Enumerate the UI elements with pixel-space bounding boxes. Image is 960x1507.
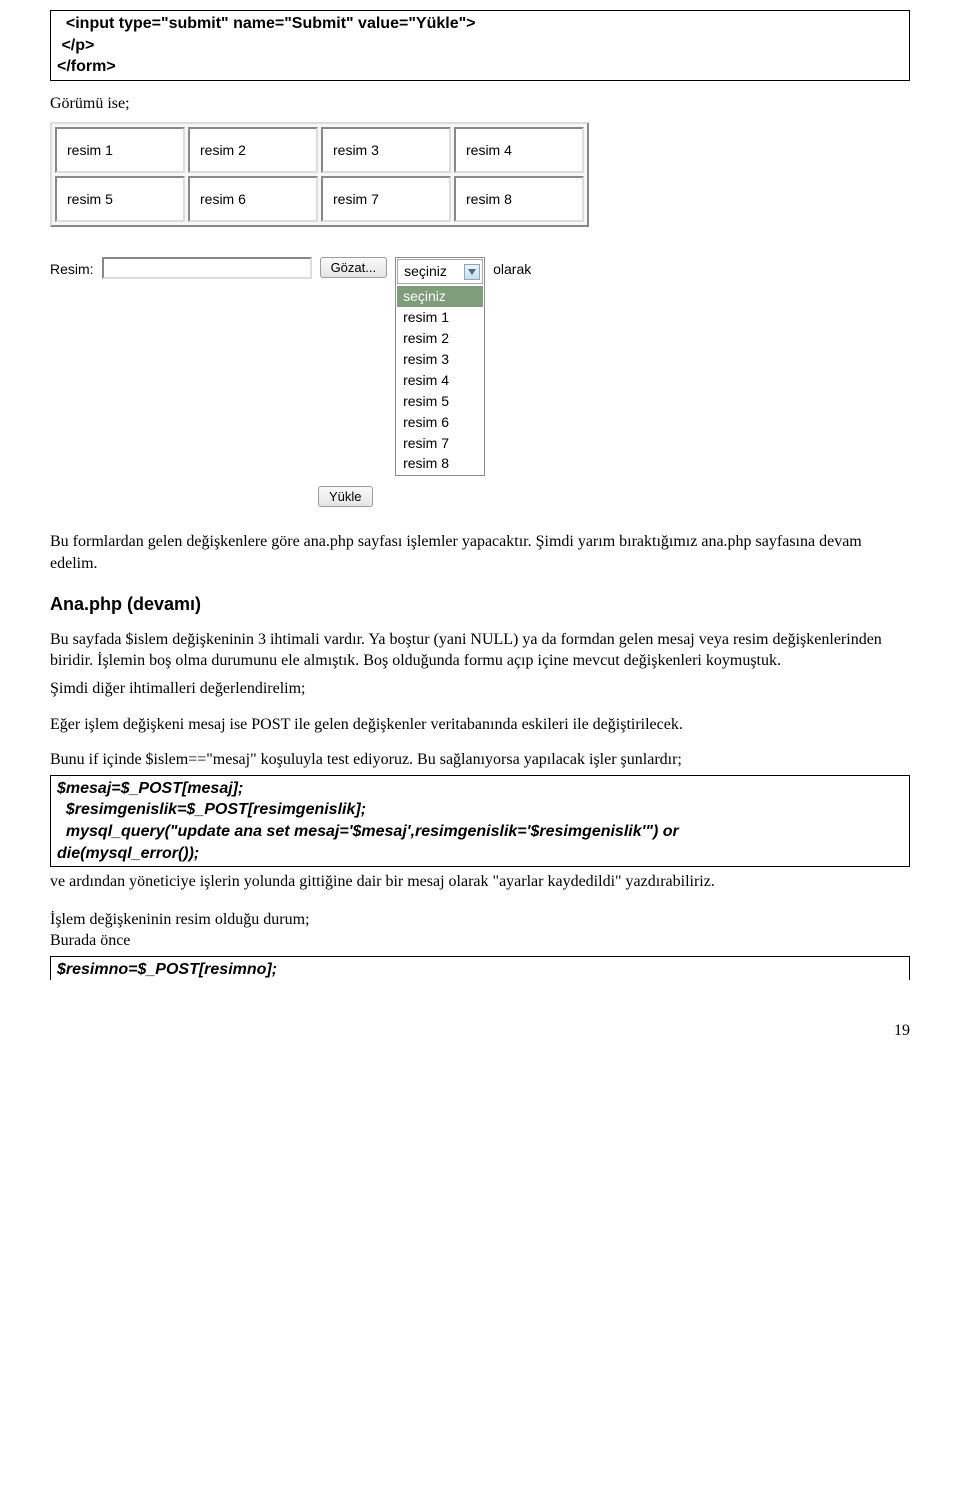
- code-line: $resimgenislik=$_POST[resimgenislik];: [57, 799, 903, 821]
- image-grid-table: resim 1 resim 2 resim 3 resim 4 resim 5 …: [50, 122, 589, 227]
- table-row: resim 1 resim 2 resim 3 resim 4: [55, 127, 584, 173]
- code-line: die(mysql_error());: [57, 843, 903, 865]
- select-option[interactable]: resim 5: [397, 391, 483, 412]
- grid-cell: resim 2: [188, 127, 318, 173]
- select-value: seçiniz: [404, 262, 447, 281]
- grid-cell: resim 8: [454, 176, 584, 222]
- browse-button[interactable]: Gözat...: [320, 257, 388, 278]
- code-block-form-end: <input type="submit" name="Submit" value…: [50, 10, 910, 81]
- code-line: $mesaj=$_POST[mesaj];: [57, 778, 903, 800]
- select-option[interactable]: resim 3: [397, 349, 483, 370]
- paragraph: Bu sayfada $islem değişkeninin 3 ihtimal…: [50, 629, 910, 672]
- code-line: <input type="submit" name="Submit" value…: [57, 13, 903, 35]
- code-line: </form>: [57, 56, 903, 78]
- select-option[interactable]: resim 6: [397, 412, 483, 433]
- grid-cell: resim 3: [321, 127, 451, 173]
- ui-mockup: resim 1 resim 2 resim 3 resim 4 resim 5 …: [50, 122, 910, 507]
- paragraph: Bu formlardan gelen değişkenlere göre an…: [50, 531, 910, 574]
- select-header[interactable]: seçiniz: [397, 259, 483, 284]
- select-option[interactable]: resim 4: [397, 370, 483, 391]
- select-option[interactable]: resim 7: [397, 433, 483, 454]
- code-line: mysql_query("update ana set mesaj='$mesa…: [57, 821, 903, 843]
- heading-ana-php: Ana.php (devamı): [50, 592, 910, 616]
- code-block-resimno: $resimno=$_POST[resimno];: [50, 956, 910, 981]
- upload-form-row: Resim: Gözat... seçiniz seçiniz resim 1 …: [50, 257, 910, 476]
- grid-cell: resim 1: [55, 127, 185, 173]
- upload-button[interactable]: Yükle: [318, 486, 373, 507]
- paragraph-gorumu: Görümü ise;: [50, 93, 910, 115]
- paragraph: İşlem değişkeninin resim olduğu durum;: [50, 909, 910, 931]
- grid-cell: resim 7: [321, 176, 451, 222]
- grid-cell: resim 6: [188, 176, 318, 222]
- olarak-label: olarak: [493, 257, 531, 279]
- paragraph: Eğer işlem değişkeni mesaj ise POST ile …: [50, 714, 910, 736]
- table-row: resim 5 resim 6 resim 7 resim 8: [55, 176, 584, 222]
- select-option[interactable]: resim 2: [397, 328, 483, 349]
- chevron-down-icon[interactable]: [464, 264, 480, 280]
- code-line: $resimno=$_POST[resimno];: [57, 961, 277, 978]
- code-line: </p>: [57, 35, 903, 57]
- select-options-list: seçiniz resim 1 resim 2 resim 3 resim 4 …: [396, 285, 484, 475]
- file-path-input[interactable]: [102, 257, 312, 279]
- select-option[interactable]: seçiniz: [397, 286, 483, 307]
- select-option[interactable]: resim 1: [397, 307, 483, 328]
- resim-label: Resim:: [50, 257, 94, 279]
- paragraph: Burada önce: [50, 930, 910, 952]
- code-block-update: $mesaj=$_POST[mesaj]; $resimgenislik=$_P…: [50, 775, 910, 867]
- paragraph: Bunu if içinde $islem=="mesaj" koşuluyla…: [50, 749, 910, 771]
- resim-select[interactable]: seçiniz seçiniz resim 1 resim 2 resim 3 …: [395, 257, 485, 476]
- grid-cell: resim 5: [55, 176, 185, 222]
- paragraph: Şimdi diğer ihtimalleri değerlendirelim;: [50, 678, 910, 700]
- page-number: 19: [50, 1020, 910, 1042]
- select-option[interactable]: resim 8: [397, 453, 483, 474]
- submit-row: Yükle: [50, 486, 910, 507]
- grid-cell: resim 4: [454, 127, 584, 173]
- paragraph: ve ardından yöneticiye işlerin yolunda g…: [50, 871, 910, 893]
